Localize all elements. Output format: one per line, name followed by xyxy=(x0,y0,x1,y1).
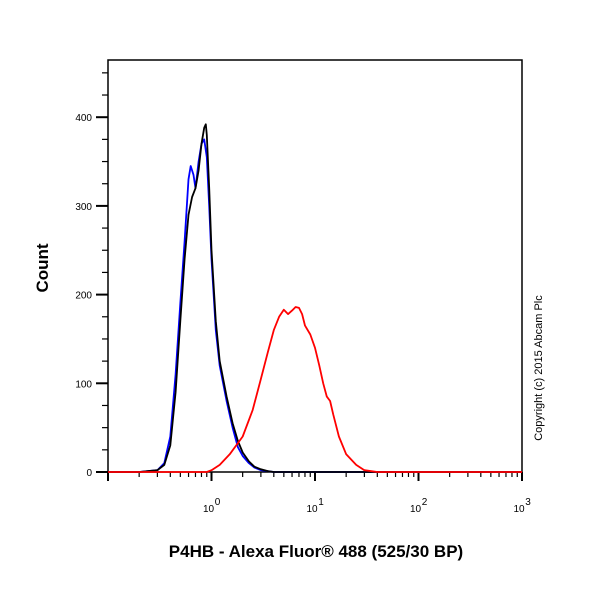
x-axis-title: P4HB - Alexa Fluor® 488 (525/30 BP) xyxy=(169,542,463,561)
series-line xyxy=(108,306,522,473)
x-tick-exponent: 0 xyxy=(215,497,221,508)
histogram-series xyxy=(108,123,522,473)
x-tick-label: 10 xyxy=(203,504,215,515)
y-axis-title: Count xyxy=(33,243,52,292)
copyright-notice: Copyright (c) 2015 Abcam Plc xyxy=(533,295,545,441)
series-line xyxy=(108,123,522,473)
y-tick-label: 300 xyxy=(75,202,92,213)
x-tick-label: 10 xyxy=(513,504,525,515)
x-tick-exponent: 2 xyxy=(422,497,428,508)
x-tick-exponent: 3 xyxy=(525,497,531,508)
y-tick-label: 0 xyxy=(86,468,92,479)
y-tick-label: 200 xyxy=(75,291,92,302)
y-tick-label: 400 xyxy=(75,113,92,124)
x-tick-label: 10 xyxy=(410,504,422,515)
x-tick-label: 10 xyxy=(306,504,318,515)
x-tick-exponent: 1 xyxy=(318,497,324,508)
y-axis: 0 100 200 300 400 xyxy=(75,72,108,479)
y-tick-label: 100 xyxy=(75,379,92,390)
